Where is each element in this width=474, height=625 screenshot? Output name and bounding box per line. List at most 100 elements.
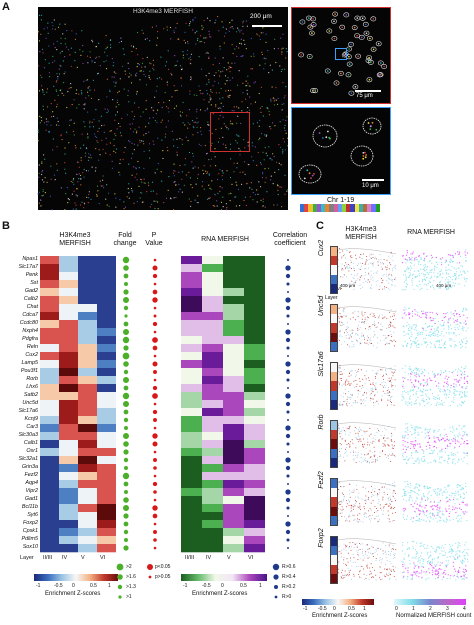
- c-rna-dot: [430, 347, 431, 348]
- c-h3-dot: [341, 344, 342, 345]
- c-h3-dot: [386, 343, 387, 344]
- overview-dot: [153, 144, 154, 145]
- c-rna-dot: [455, 278, 456, 279]
- overview-dot: [180, 189, 181, 190]
- c-h3-dot: [358, 316, 359, 317]
- overview-dot: [208, 82, 209, 83]
- c-rna-dot: [437, 504, 438, 505]
- overview-dot: [144, 179, 145, 180]
- overview-dot: [73, 179, 74, 180]
- c-rna-dot: [421, 383, 422, 384]
- overview-dot: [115, 73, 116, 74]
- c-rna-dot: [450, 511, 451, 512]
- overview-dot: [106, 96, 107, 97]
- c-rna-dot: [403, 396, 404, 397]
- c-rna-dot: [429, 272, 430, 273]
- c-rna-dot: [443, 572, 444, 573]
- c-rna-dot: [453, 430, 454, 431]
- c-h3-dot: [363, 395, 364, 396]
- c-rna-dot: [461, 489, 462, 490]
- overview-dot: [272, 153, 273, 154]
- c-rna-dot: [467, 317, 468, 318]
- c-rna-dot: [412, 257, 413, 258]
- overview-dot: [271, 159, 272, 160]
- c-h3-dot: [389, 561, 390, 562]
- c-rna-dot: [402, 377, 403, 378]
- c-rna-dot: [423, 330, 424, 331]
- c-h3-dot: [342, 493, 343, 494]
- c-gene-label: Cux2: [318, 228, 325, 268]
- overview-dot: [144, 151, 145, 152]
- overview-dot: [66, 132, 67, 133]
- c-rna-dot: [410, 574, 411, 575]
- c-h3-dot: [389, 274, 390, 275]
- rna-colorbar-tick: -0.5: [202, 584, 211, 589]
- overview-dot: [76, 89, 77, 90]
- overview-dot: [225, 90, 226, 91]
- c-h3-dot: [370, 326, 371, 327]
- overview-dot: [101, 116, 102, 117]
- c-rna-dot: [445, 440, 446, 441]
- c-h3-dot: [353, 554, 354, 555]
- c-rna-dot: [444, 429, 445, 430]
- c-rna-dot: [414, 271, 415, 272]
- c-h3-dot: [353, 330, 354, 331]
- c-rna-dot: [418, 427, 419, 428]
- c-h3-dot: [366, 397, 367, 398]
- c-h3-dot: [341, 433, 342, 434]
- c-h3-dot: [340, 405, 341, 406]
- p-value-dot: [153, 322, 157, 326]
- c-h3-dot: [348, 381, 349, 382]
- overview-dot: [59, 73, 60, 74]
- overview-dot: [156, 193, 157, 194]
- overview-dot: [60, 38, 61, 39]
- c-h3-dot: [354, 387, 355, 388]
- c-h3-dot: [367, 461, 368, 462]
- overview-dot: [196, 109, 197, 110]
- overview-dot: [206, 84, 207, 85]
- overview-dot: [256, 189, 257, 190]
- c-rna-dot: [426, 381, 427, 382]
- overview-dot: [114, 71, 115, 72]
- c-rna-dot: [404, 331, 405, 332]
- overview-dot: [239, 154, 240, 155]
- correlation-dot: [286, 434, 290, 438]
- c-h3-dot: [361, 399, 362, 400]
- c-rna-dot: [454, 503, 455, 504]
- c-h3-dot: [358, 555, 359, 556]
- c-layer-swatch: [331, 497, 337, 506]
- c-h3-dot: [385, 551, 386, 552]
- correlation-dot: [286, 314, 289, 317]
- overview-dot: [274, 98, 275, 99]
- c-rna-dot: [408, 434, 409, 435]
- c-h3-dot: [369, 436, 370, 437]
- overview-dot: [237, 85, 238, 86]
- overview-dot: [252, 145, 253, 146]
- c-h3-dot: [386, 274, 387, 275]
- c-h3-dot: [350, 497, 351, 498]
- c-h3-dot: [369, 342, 370, 343]
- c-rna-dot: [441, 262, 442, 263]
- c-rna-dot: [448, 508, 449, 509]
- c-h3-dot: [360, 263, 361, 264]
- c-h3-dot: [357, 384, 358, 385]
- c-layer-swatch: [331, 430, 337, 439]
- overview-dot: [149, 118, 150, 119]
- c-h3-dot: [367, 282, 368, 283]
- overview-dot: [189, 109, 190, 110]
- c-h3-dot: [351, 268, 352, 269]
- overview-dot: [223, 172, 224, 173]
- c-h3-dot: [349, 494, 350, 495]
- overview-dot: [261, 133, 262, 134]
- c-h3-dot: [340, 313, 341, 314]
- c-rna-dot: [408, 446, 409, 447]
- overview-dot: [53, 86, 54, 87]
- c-rna-dot: [447, 578, 448, 579]
- correlation-dot: [285, 521, 290, 526]
- c-h3-dot: [364, 574, 365, 575]
- overview-dot: [95, 148, 96, 149]
- overview-dot: [282, 152, 283, 153]
- overview-dot: [210, 97, 211, 98]
- c-h3-dot: [366, 371, 367, 372]
- overview-dot: [162, 150, 163, 151]
